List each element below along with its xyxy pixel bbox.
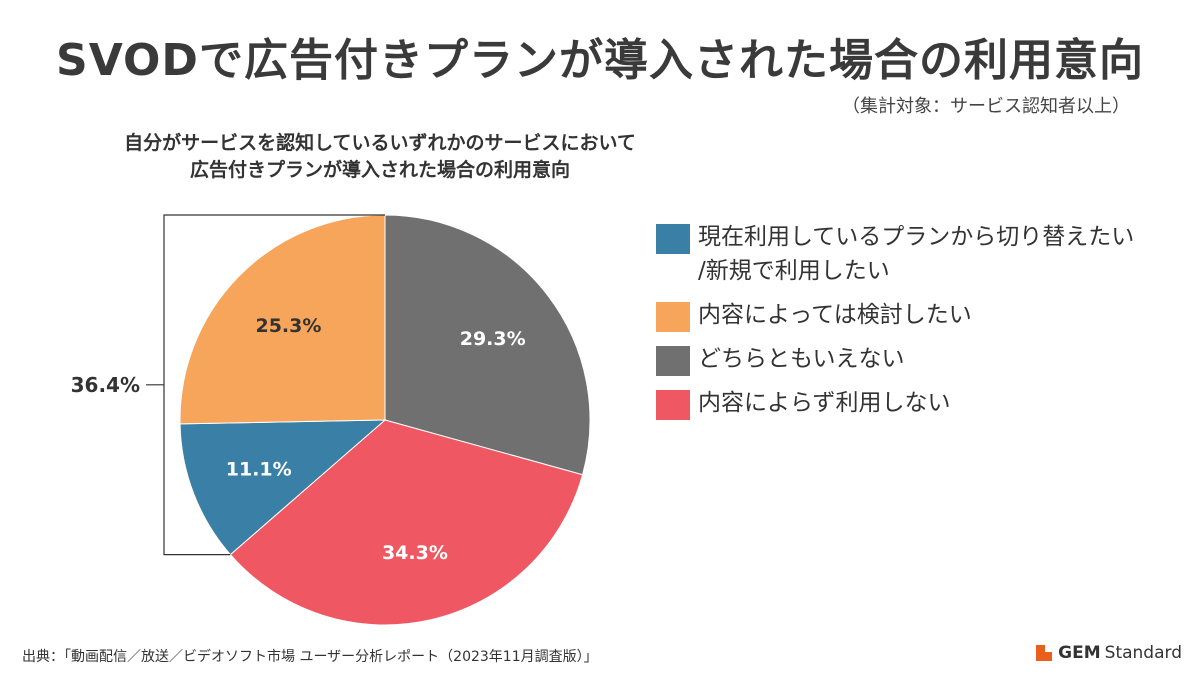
legend-label-line: /新規で利用したい xyxy=(698,258,890,284)
legend-label: 内容によらず利用しない xyxy=(698,390,951,416)
page-title: SVODで広告付きプランが導入された場合の利用意向 xyxy=(56,35,1144,86)
pie-slice-neutral-label: 29.3% xyxy=(460,328,526,350)
legend-swatch xyxy=(656,346,690,376)
legend-item-neutral: どちらともいえない xyxy=(656,342,1186,376)
legend-swatch xyxy=(656,390,690,420)
legend-label: 現在利用しているプランから切り替えたい /新規で利用したい xyxy=(698,220,1186,288)
brand-name: Standard xyxy=(1104,643,1182,663)
pie-slice-not-use-label: 34.3% xyxy=(382,542,448,564)
legend-swatch xyxy=(656,224,690,254)
pie-slice-switch-or-new xyxy=(179,419,387,556)
source-note: 出典：「動画配信／放送／ビデオソフト市場 ユーザー分析レポート（2023年11月… xyxy=(22,649,598,665)
brand-logo: GEM Standard xyxy=(1036,643,1182,663)
pie-slice-consider-label: 25.3% xyxy=(255,315,321,337)
legend-item-consider: 内容によっては検討したい xyxy=(656,298,1186,332)
legend-swatch xyxy=(656,302,690,332)
chart-title-line-2: 広告付きプランが導入された場合の利用意向 xyxy=(189,159,570,181)
pie-slice-switch-or-new-label: 11.1% xyxy=(226,459,292,481)
pie-slice-not-use xyxy=(229,419,584,626)
legend-item-switch-or-new: 現在利用しているプランから切り替えたい /新規で利用したい xyxy=(656,220,1186,288)
brand-name-bold: GEM xyxy=(1058,643,1101,663)
brand-mark-icon xyxy=(1036,645,1053,661)
legend-label: どちらともいえない xyxy=(698,346,905,372)
pie-slice-neutral xyxy=(384,214,591,476)
chart-title: 自分がサービスを認知しているいずれかのサービスにおいて 広告付きプランが導入され… xyxy=(30,130,730,184)
pie-slice-consider xyxy=(179,214,386,425)
page-subtitle: （集計対象：サービス認知者以上） xyxy=(842,96,1130,117)
chart-title-line-1: 自分がサービスを認知しているいずれかのサービスにおいて xyxy=(124,132,636,154)
legend: 現在利用しているプランから切り替えたい /新規で利用したい 内容によっては検討し… xyxy=(656,220,1186,430)
legend-label: 内容によっては検討したい xyxy=(698,302,972,328)
legend-item-not-use: 内容によらず利用しない xyxy=(656,386,1186,420)
legend-label-line: 現在利用しているプランから切り替えたい xyxy=(698,224,1135,250)
bracket-total-label: 36.4% xyxy=(71,373,140,397)
